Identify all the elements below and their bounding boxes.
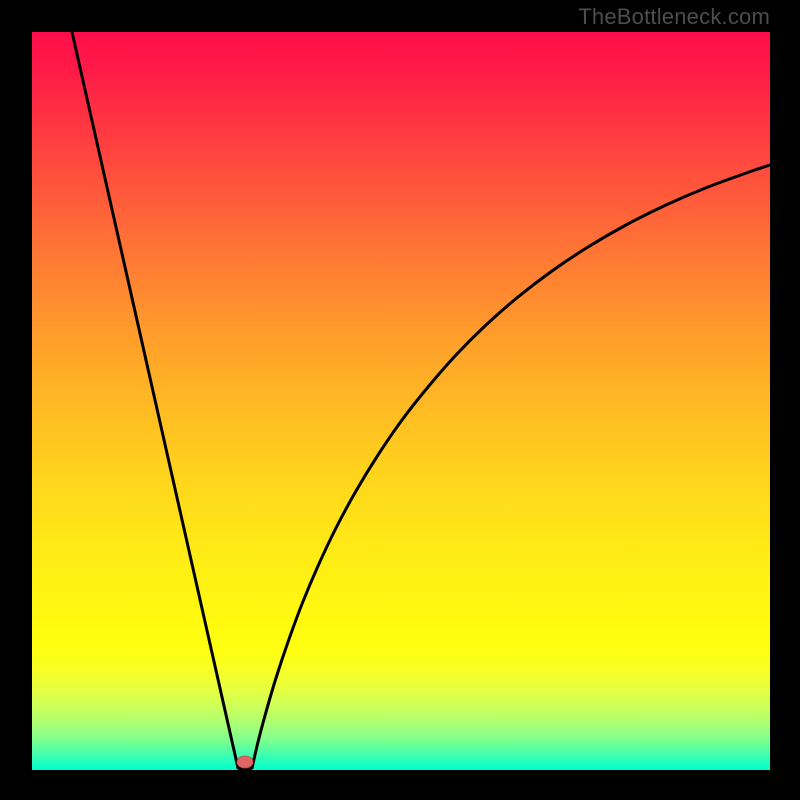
plot-gradient-background	[32, 32, 770, 770]
chart-svg	[0, 0, 800, 800]
bottleneck-point-marker	[237, 756, 253, 768]
watermark-text: TheBottleneck.com	[578, 4, 770, 30]
bottleneck-chart: TheBottleneck.com	[0, 0, 800, 800]
